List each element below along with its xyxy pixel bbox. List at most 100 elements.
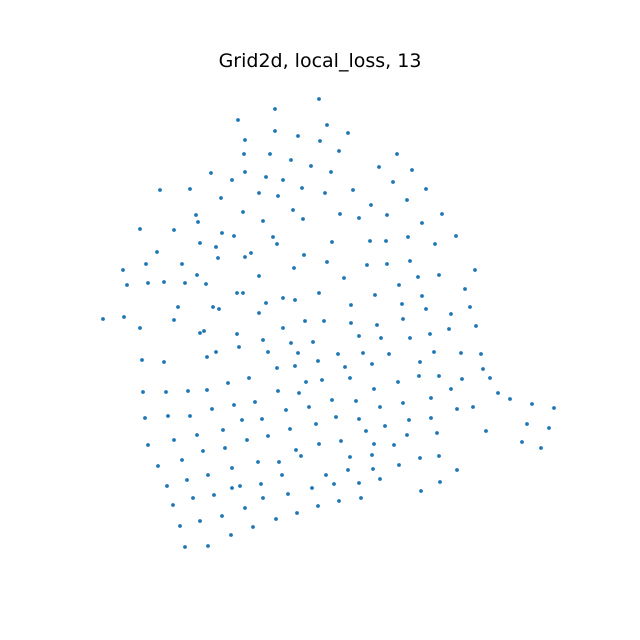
scatter-point — [188, 187, 192, 191]
scatter-point — [339, 439, 343, 443]
scatter-point — [357, 481, 361, 485]
scatter-point — [346, 468, 350, 472]
scatter-point — [176, 305, 180, 309]
scatter-point — [212, 493, 216, 497]
scatter-point — [172, 438, 176, 442]
scatter-point — [417, 374, 421, 378]
scatter-point — [260, 417, 264, 421]
scatter-point — [289, 341, 293, 345]
scatter-point — [220, 514, 224, 518]
scatter-point — [396, 380, 400, 384]
scatter-point — [392, 443, 396, 447]
scatter-point — [205, 355, 209, 359]
scatter-point — [460, 377, 464, 381]
scatter-point — [429, 396, 433, 400]
scatter-point — [204, 282, 208, 286]
scatter-point — [230, 466, 234, 470]
scatter-point — [539, 446, 543, 450]
scatter-point — [364, 429, 368, 433]
scatter-point — [525, 422, 529, 426]
scatter-point — [357, 334, 361, 338]
scatter-point — [238, 484, 242, 488]
scatter-point — [216, 256, 220, 260]
chart-title: Grid2d, local_loss, 13 — [218, 50, 422, 72]
scatter-point — [138, 227, 142, 231]
scatter-point — [235, 291, 239, 295]
scatter-point — [243, 138, 247, 142]
scatter-point — [286, 492, 290, 496]
scatter-point — [371, 467, 375, 471]
scatter-point — [138, 326, 142, 330]
scatter-point — [304, 380, 308, 384]
scatter-point — [384, 239, 388, 243]
scatter-point — [256, 460, 260, 464]
scatter-point — [435, 431, 439, 435]
scatter-point — [122, 315, 126, 319]
scatter-point — [245, 438, 249, 442]
scatter-point — [378, 477, 382, 481]
scatter-point — [383, 424, 387, 428]
scatter-point — [229, 533, 233, 537]
scatter-point — [369, 203, 373, 207]
scatter-point — [183, 281, 187, 285]
scatter-point — [496, 391, 500, 395]
scatter-point — [316, 359, 320, 363]
scatter-point — [395, 152, 399, 156]
scatter-point — [320, 378, 324, 382]
scatter-point — [156, 464, 160, 468]
scatter-point — [440, 212, 444, 216]
scatter-point — [337, 499, 341, 503]
scatter-point — [180, 262, 184, 266]
scatter-point — [401, 317, 405, 321]
scatter-point — [214, 350, 218, 354]
scatter-point — [253, 400, 257, 404]
scatter-point — [318, 139, 322, 143]
scatter-point — [325, 260, 329, 264]
scatter-point — [183, 545, 187, 549]
scatter-point — [420, 221, 424, 225]
scatter-point — [361, 351, 365, 355]
scatter-point — [329, 170, 333, 174]
scatter-point — [291, 208, 295, 212]
scatter-point — [210, 407, 214, 411]
scatter-point — [206, 544, 210, 548]
scatter-point — [508, 397, 512, 401]
scatter-point — [323, 191, 327, 195]
scatter-point — [158, 188, 162, 192]
scatter-point — [405, 198, 409, 202]
scatter-point — [296, 351, 300, 355]
scatter-point — [463, 287, 467, 291]
scatter-point — [257, 311, 261, 315]
scatter-point — [397, 283, 401, 287]
scatter-point — [454, 234, 458, 238]
scatter-point — [101, 317, 105, 321]
scatter-point — [268, 152, 272, 156]
scatter-point — [240, 418, 244, 422]
scatter-point — [351, 188, 355, 192]
scatter-point — [241, 291, 245, 295]
scatter-point — [481, 367, 485, 371]
scatter-point — [302, 253, 306, 257]
scatter-point — [424, 187, 428, 191]
scatter-point — [303, 319, 307, 323]
scatter-point — [418, 360, 422, 364]
scatter-point — [266, 434, 270, 438]
scatter-point — [162, 280, 166, 284]
scatter-point — [219, 196, 223, 200]
scatter-point — [416, 275, 420, 279]
scatter-point — [271, 235, 275, 239]
scatter-point — [330, 398, 334, 402]
scatter-point — [530, 402, 534, 406]
scatter-point — [281, 326, 285, 330]
scatter-point — [242, 152, 246, 156]
scatter-point — [468, 305, 472, 309]
scatter-point — [121, 268, 125, 272]
scatter-point — [296, 134, 300, 138]
scatter-point — [257, 191, 261, 195]
scatter-point — [209, 171, 213, 175]
scatter-point — [274, 517, 278, 521]
scatter-point — [146, 443, 150, 447]
scatter-point — [202, 329, 206, 333]
scatter-point — [230, 486, 234, 490]
scatter-point — [243, 506, 247, 510]
